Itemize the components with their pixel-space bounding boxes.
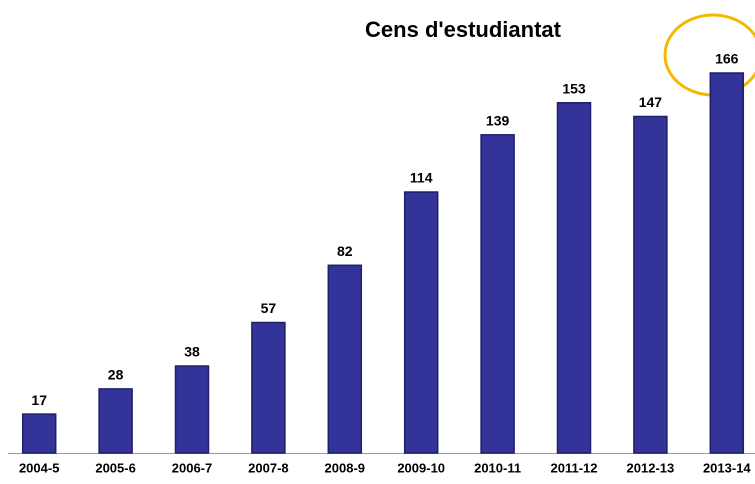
x-tick-label: 2011-12 — [551, 460, 598, 475]
x-tick-label: 2010-11 — [474, 460, 521, 475]
bar — [327, 264, 363, 454]
x-tick-label: 2007-8 — [248, 460, 288, 475]
x-tick-label: 2004-5 — [19, 460, 59, 475]
data-label: 147 — [639, 94, 663, 110]
x-tick-label: 2013-14 — [703, 460, 751, 475]
data-label: 139 — [486, 113, 510, 129]
data-label: 82 — [337, 243, 353, 259]
x-tick-label: 2006-7 — [172, 460, 212, 475]
bar — [21, 413, 57, 454]
x-tick-label: 2012-13 — [627, 460, 675, 475]
data-label: 114 — [410, 170, 433, 186]
x-tick-label: 2008-9 — [325, 460, 365, 475]
bar — [98, 388, 133, 454]
bar — [403, 191, 439, 454]
chart-title: Cens d'estudiantat — [365, 17, 562, 42]
data-label: 28 — [108, 367, 124, 383]
bar — [480, 134, 515, 454]
bar — [556, 102, 592, 454]
data-label: 166 — [715, 51, 739, 67]
bar — [251, 321, 286, 454]
x-tick-label: 2009-10 — [397, 460, 445, 475]
data-label: 153 — [562, 80, 586, 96]
bar — [709, 72, 745, 454]
data-label: 38 — [184, 344, 200, 360]
data-label: 57 — [261, 300, 277, 316]
bar — [174, 365, 210, 454]
x-tick-label: 2005-6 — [95, 460, 135, 475]
data-label: 17 — [31, 392, 47, 408]
bar — [633, 115, 668, 454]
